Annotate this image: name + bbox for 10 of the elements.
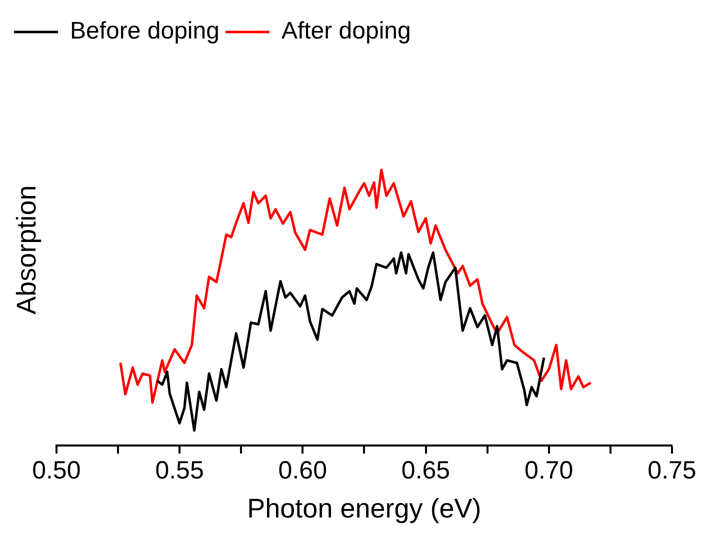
x-tick-label: 0.75 (648, 456, 696, 484)
legend-label: Before doping (70, 18, 220, 45)
x-tick-label: 0.55 (155, 456, 204, 484)
x-tick-label: 0.65 (401, 456, 450, 484)
y-axis-title: Absorption (12, 185, 42, 314)
x-tick-label: 0.60 (278, 456, 327, 484)
x-tick-label: 0.50 (32, 456, 81, 484)
x-axis-title: Photon energy (eV) (247, 493, 482, 524)
legend-label: After doping (281, 18, 411, 45)
x-tick-label: 0.70 (524, 456, 574, 484)
